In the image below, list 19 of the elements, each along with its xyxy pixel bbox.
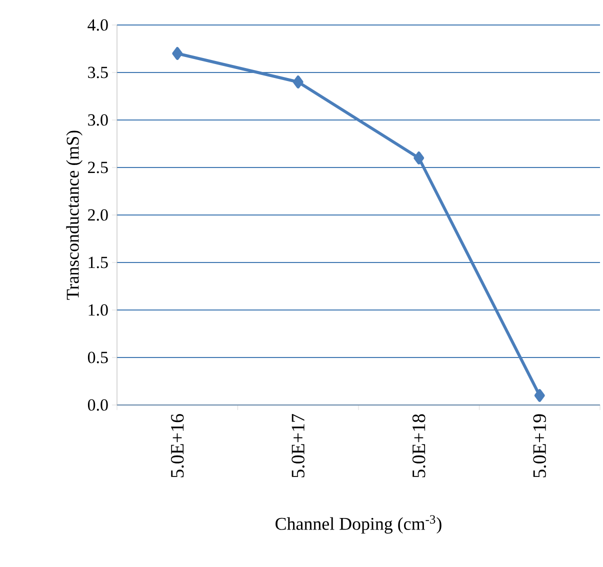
y-axis-title: Transconductance (mS) xyxy=(66,130,82,300)
x-tick-label: 5.0E+18 xyxy=(412,414,426,478)
x-axis-title: Channel Doping (cm$^{-3}$) xyxy=(276,515,442,534)
x-tick-label: 5.0E+16 xyxy=(170,414,184,478)
y-tick-label: 4.0 xyxy=(88,19,108,31)
y-tick-label: 2.5 xyxy=(88,162,108,174)
point xyxy=(292,76,304,88)
point xyxy=(414,152,424,164)
y-tick-label: 3.0 xyxy=(88,114,108,126)
y-tick-label: 3.5 xyxy=(88,66,108,78)
x-tick-label: 5.0E+19 xyxy=(533,414,546,478)
y-tick-label: 2.0 xyxy=(88,209,108,221)
x-tick-label: 5.0E+17 xyxy=(292,414,305,478)
point xyxy=(534,389,545,402)
y-tick-label: 1.0 xyxy=(88,304,108,316)
point xyxy=(172,47,183,60)
y-tick-label: 0.5 xyxy=(88,352,108,364)
y-tick-label: 0.0 xyxy=(88,399,108,411)
y-tick-label: 1.5 xyxy=(88,256,108,268)
